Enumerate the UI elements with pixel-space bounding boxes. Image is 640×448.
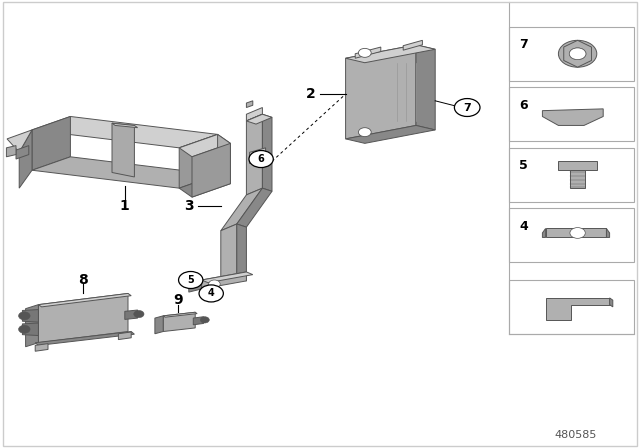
Polygon shape: [193, 317, 204, 325]
Polygon shape: [346, 45, 416, 139]
Polygon shape: [155, 316, 163, 334]
Polygon shape: [6, 146, 16, 157]
Circle shape: [251, 152, 261, 159]
Polygon shape: [346, 45, 435, 63]
Polygon shape: [179, 134, 218, 188]
Circle shape: [199, 285, 223, 302]
Circle shape: [249, 151, 273, 168]
Text: 1: 1: [120, 199, 130, 213]
Polygon shape: [221, 188, 262, 231]
Polygon shape: [118, 332, 131, 340]
Polygon shape: [250, 148, 266, 164]
Polygon shape: [610, 298, 613, 307]
Polygon shape: [246, 114, 262, 195]
Circle shape: [19, 312, 30, 320]
Text: 5: 5: [519, 159, 528, 172]
Text: 8: 8: [78, 273, 88, 287]
Polygon shape: [192, 143, 230, 197]
Text: 3: 3: [184, 199, 194, 213]
Text: 9: 9: [173, 293, 183, 307]
Circle shape: [200, 317, 209, 323]
Polygon shape: [179, 175, 230, 197]
Polygon shape: [403, 40, 422, 50]
Polygon shape: [346, 125, 435, 143]
Polygon shape: [38, 293, 131, 307]
Polygon shape: [262, 114, 272, 191]
Circle shape: [570, 228, 585, 238]
Polygon shape: [202, 272, 253, 283]
Circle shape: [179, 271, 203, 289]
Polygon shape: [7, 130, 32, 152]
Polygon shape: [543, 228, 545, 237]
Text: 6: 6: [258, 154, 264, 164]
Text: 2: 2: [305, 87, 316, 101]
Polygon shape: [22, 323, 38, 336]
FancyBboxPatch shape: [509, 148, 634, 202]
Text: 5: 5: [188, 275, 194, 285]
Polygon shape: [38, 293, 128, 343]
Polygon shape: [179, 134, 230, 157]
Polygon shape: [163, 312, 197, 317]
Polygon shape: [570, 170, 586, 188]
Polygon shape: [564, 40, 591, 67]
Circle shape: [570, 48, 586, 60]
Polygon shape: [559, 161, 597, 170]
Polygon shape: [543, 109, 604, 125]
Polygon shape: [246, 108, 262, 121]
Circle shape: [209, 280, 220, 288]
Polygon shape: [545, 298, 610, 320]
Circle shape: [454, 99, 480, 116]
Polygon shape: [246, 114, 272, 124]
Polygon shape: [35, 332, 134, 345]
Polygon shape: [163, 312, 195, 332]
Polygon shape: [112, 123, 134, 177]
Polygon shape: [218, 134, 230, 184]
FancyBboxPatch shape: [509, 280, 634, 334]
Polygon shape: [35, 344, 48, 351]
Circle shape: [134, 310, 144, 318]
Polygon shape: [416, 45, 435, 130]
Polygon shape: [189, 280, 202, 292]
FancyBboxPatch shape: [509, 27, 634, 81]
Polygon shape: [237, 188, 272, 227]
Polygon shape: [246, 114, 266, 123]
Text: 4: 4: [208, 289, 214, 298]
Polygon shape: [607, 228, 610, 237]
Polygon shape: [19, 130, 32, 188]
Polygon shape: [202, 272, 246, 289]
Polygon shape: [32, 157, 218, 188]
Circle shape: [358, 48, 371, 57]
Text: 7: 7: [463, 103, 471, 112]
Polygon shape: [26, 305, 38, 347]
Polygon shape: [545, 228, 607, 237]
Polygon shape: [22, 310, 38, 322]
Circle shape: [358, 128, 371, 137]
Polygon shape: [32, 116, 70, 170]
Polygon shape: [221, 224, 237, 284]
Polygon shape: [355, 47, 381, 58]
Text: 6: 6: [519, 99, 527, 112]
Circle shape: [570, 48, 586, 60]
Polygon shape: [246, 101, 253, 108]
Circle shape: [19, 325, 30, 333]
Text: 4: 4: [519, 220, 528, 233]
Circle shape: [558, 40, 597, 67]
FancyBboxPatch shape: [509, 208, 634, 262]
Polygon shape: [125, 310, 138, 319]
Text: 7: 7: [519, 38, 528, 51]
Polygon shape: [32, 116, 218, 148]
Text: 480585: 480585: [555, 430, 597, 440]
Polygon shape: [112, 123, 138, 128]
Polygon shape: [237, 224, 246, 281]
FancyBboxPatch shape: [509, 87, 634, 141]
Polygon shape: [16, 146, 29, 159]
